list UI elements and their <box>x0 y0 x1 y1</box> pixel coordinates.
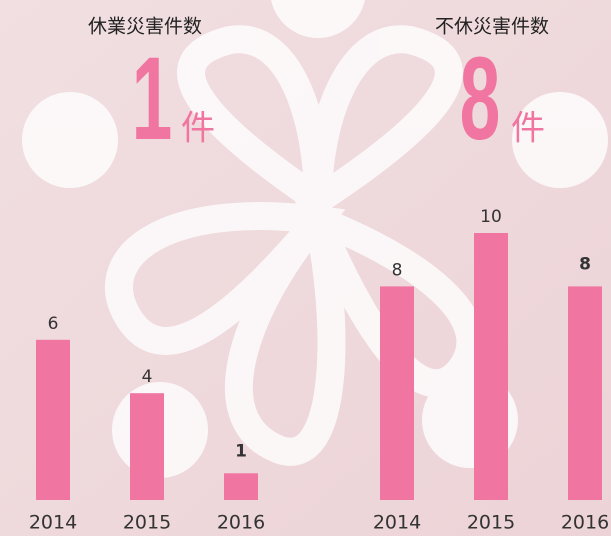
bar <box>36 339 70 500</box>
bar <box>568 286 602 500</box>
data-label: 8 <box>579 254 591 274</box>
bar <box>130 393 164 500</box>
x-tick-label: 2016 <box>561 512 609 534</box>
bar <box>224 473 258 500</box>
headline-value: 8 <box>460 32 501 164</box>
x-tick-label: 2015 <box>123 512 171 534</box>
data-label: 6 <box>48 314 59 334</box>
data-label: 1 <box>235 441 247 461</box>
data-label: 8 <box>392 260 403 280</box>
headline-unit: 件 <box>511 109 545 149</box>
x-tick-label: 2015 <box>467 512 515 534</box>
x-tick-label: 2016 <box>217 512 265 534</box>
data-label: 4 <box>142 367 153 387</box>
x-tick-label: 2014 <box>29 512 77 534</box>
data-label: 10 <box>480 207 502 227</box>
chart-title: 休業災害件数 <box>88 16 202 38</box>
headline-unit: 件 <box>181 109 215 149</box>
bar <box>380 286 414 500</box>
x-tick-label: 2014 <box>373 512 421 534</box>
headline-value: 1 <box>132 32 173 164</box>
chart-title: 不休災害件数 <box>435 16 549 38</box>
bar <box>474 233 508 500</box>
